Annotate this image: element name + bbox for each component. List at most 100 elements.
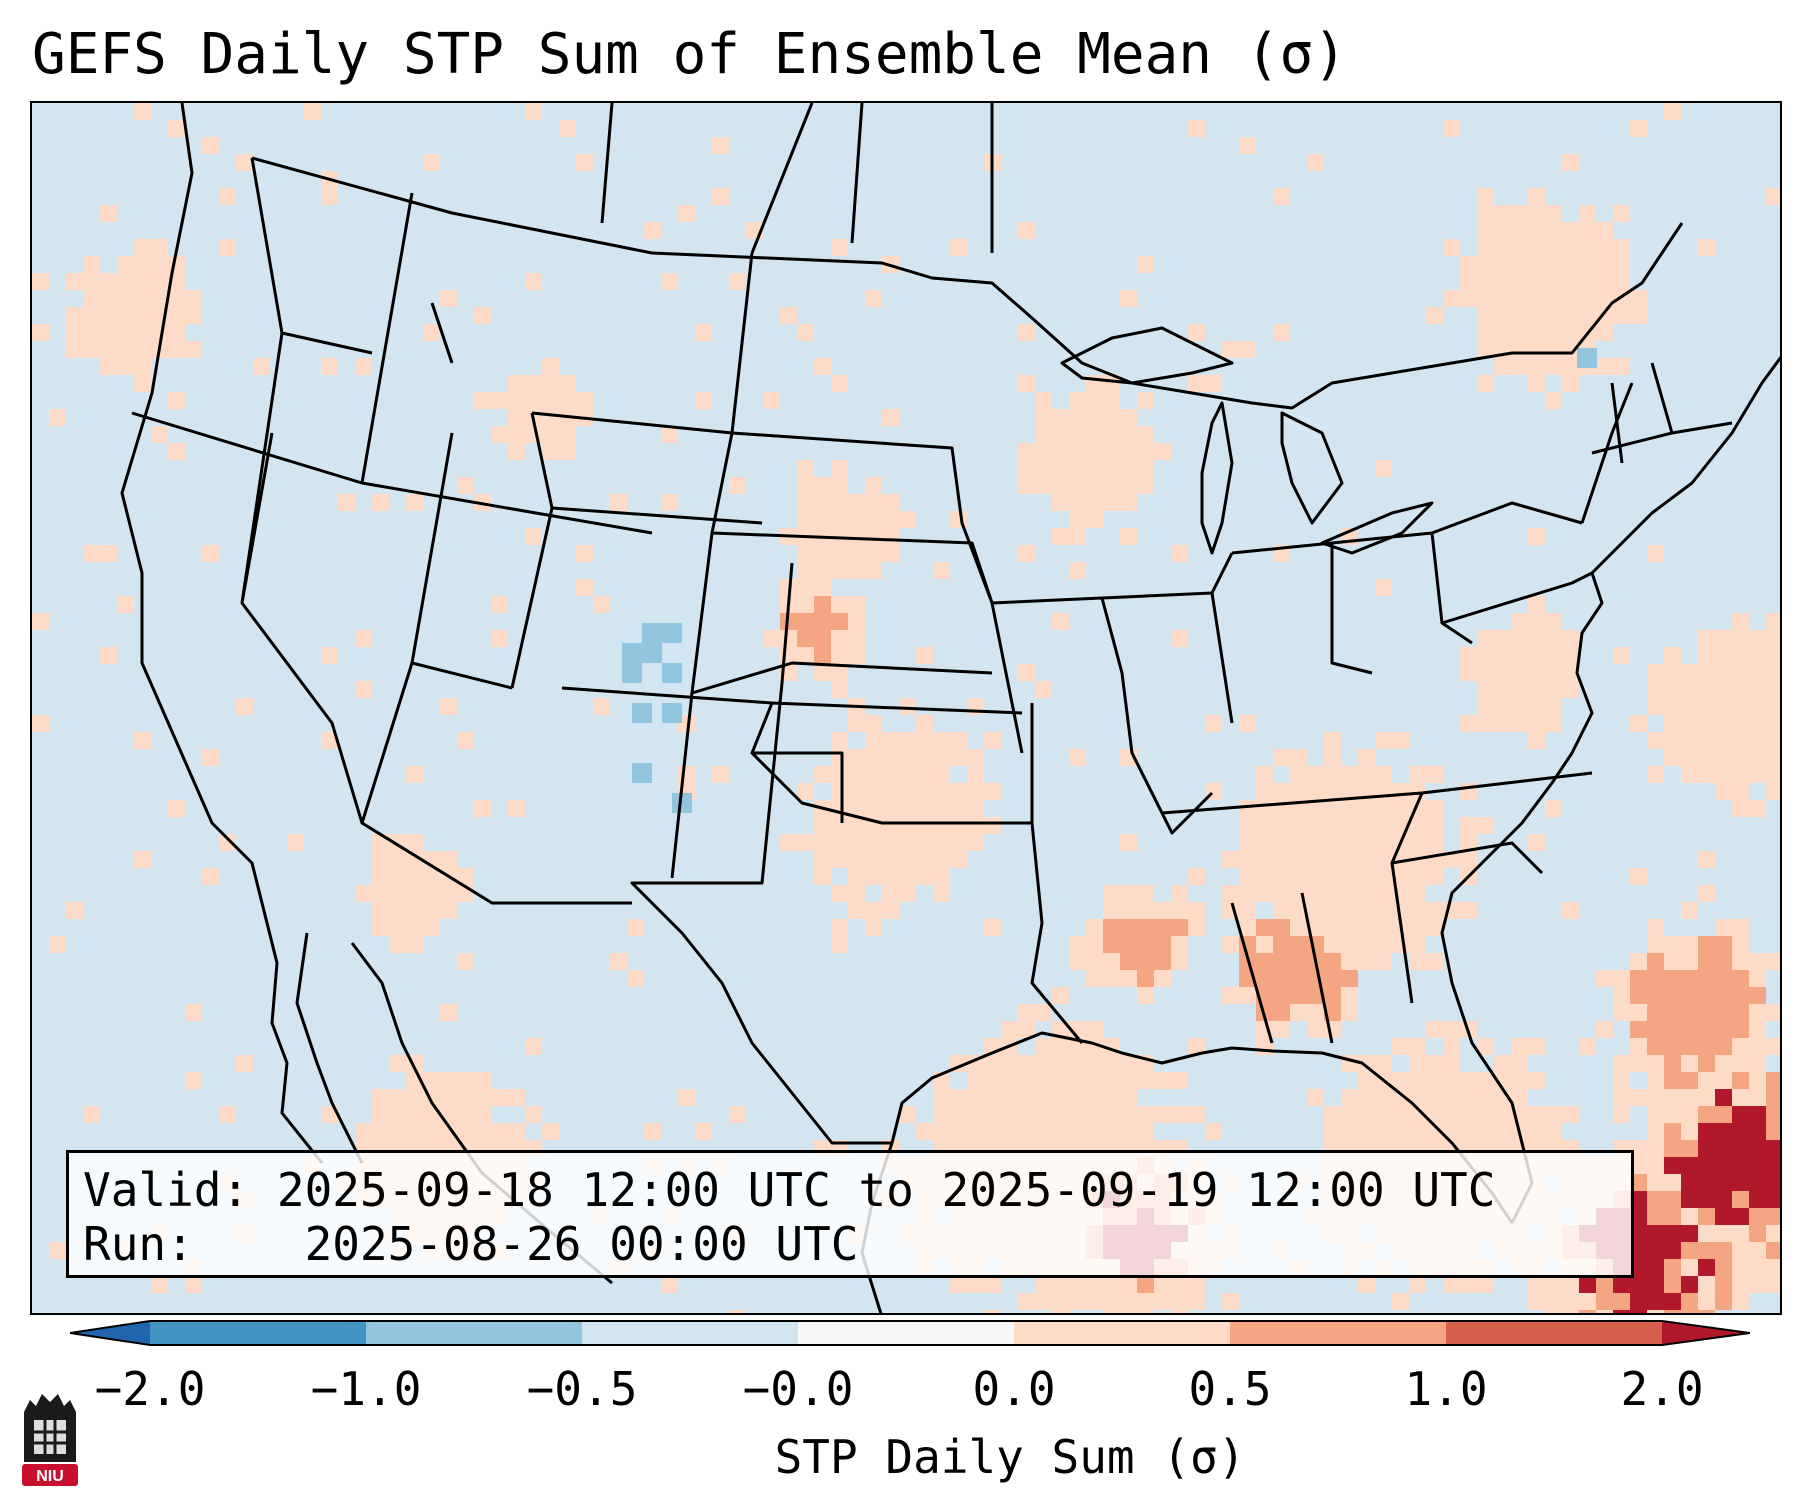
stp-cell [593, 596, 610, 613]
stp-cell [1630, 1174, 1647, 1191]
stp-cell [1528, 290, 1545, 307]
stp-cell [1630, 1055, 1647, 1072]
stp-cell [1460, 664, 1477, 681]
stp-cell [899, 766, 916, 783]
stp-cell [1137, 919, 1154, 936]
stp-cell [440, 290, 457, 307]
stp-cell [1103, 1089, 1120, 1106]
stp-cell [1069, 562, 1086, 579]
stp-cell [1562, 902, 1579, 919]
stp-cell [1664, 1157, 1681, 1174]
stp-cell [1681, 1106, 1698, 1123]
stp-cell [814, 851, 831, 868]
stp-cell [1579, 256, 1596, 273]
stp-cell [1698, 1038, 1715, 1055]
stp-cell [1273, 817, 1290, 834]
stp-cell [1426, 902, 1443, 919]
stp-cell [1018, 664, 1035, 681]
stp-cell [899, 868, 916, 885]
stp-cell [1358, 1276, 1375, 1293]
stp-cell [1358, 868, 1375, 885]
stp-cell [1545, 613, 1562, 630]
stp-cell [1562, 375, 1579, 392]
stp-cell [882, 511, 899, 528]
stp-cell [1732, 936, 1749, 953]
lake-huron [1280, 411, 1344, 525]
stp-cell [1732, 1038, 1749, 1055]
stp-cell [1137, 443, 1154, 460]
stp-cell [1290, 766, 1307, 783]
stp-cell [1664, 1021, 1681, 1038]
stp-cell [1698, 1089, 1715, 1106]
stp-cell [1528, 834, 1545, 851]
stp-cell [457, 953, 474, 970]
stp-cell [321, 1106, 338, 1123]
stp-cell [219, 239, 236, 256]
stp-cell [1681, 1123, 1698, 1140]
stp-cell [831, 851, 848, 868]
stp-cell [1137, 477, 1154, 494]
stp-cell [1732, 1208, 1749, 1225]
stp-cell [865, 732, 882, 749]
stp-cell [916, 851, 933, 868]
stp-cell [1630, 1208, 1647, 1225]
gulf-coastline [890, 1031, 1514, 1224]
new-england-lines [1591, 362, 1733, 464]
stp-cell [1596, 1293, 1613, 1310]
stp-cell [1154, 970, 1171, 987]
stp-cell [1171, 1106, 1188, 1123]
stp-cell [1154, 902, 1171, 919]
stp-cell [967, 834, 984, 851]
stp-cell [1545, 222, 1562, 239]
stp-cell [814, 868, 831, 885]
stp-cell [1511, 1038, 1528, 1055]
stp-cell [967, 1123, 984, 1140]
stp-cell [984, 1089, 1001, 1106]
stp-cell [1358, 902, 1375, 919]
stp-cell [1392, 1106, 1409, 1123]
stp-cell [1324, 936, 1341, 953]
colorbar-extend-low [70, 1321, 150, 1345]
stp-cell [1069, 1055, 1086, 1072]
stp-cell [1239, 715, 1256, 732]
stp-cell [1188, 1106, 1205, 1123]
stp-cell [1409, 1038, 1426, 1055]
stp-cell [1341, 868, 1358, 885]
stp-cell [1511, 681, 1528, 698]
stp-cell [1630, 1004, 1647, 1021]
stp-cell [1613, 273, 1630, 290]
stp-cell [1664, 1259, 1681, 1276]
stp-cell [1103, 494, 1120, 511]
stp-cell [882, 834, 899, 851]
stp-cell [1103, 460, 1120, 477]
stp-cell [1647, 1055, 1664, 1072]
stp-cell [1409, 1106, 1426, 1123]
stp-cell [1409, 1123, 1426, 1140]
stp-cell [1477, 698, 1494, 715]
stp-cell [848, 528, 865, 545]
stp-cell [372, 1123, 389, 1140]
stp-cell [780, 307, 797, 324]
stp-cell [1341, 919, 1358, 936]
stp-cell [1188, 1276, 1205, 1293]
stp-cell [576, 154, 593, 171]
stp-cell [1766, 1259, 1780, 1276]
stp-cell [1528, 1123, 1545, 1140]
stp-cell [882, 851, 899, 868]
stp-cell [1018, 1004, 1035, 1021]
colorbar-tick-label: −0.5 [526, 1362, 638, 1416]
stp-cell [1613, 1072, 1630, 1089]
stp-cell [1698, 953, 1715, 970]
stp-cell [1528, 681, 1545, 698]
stp-cell [1290, 783, 1307, 800]
stp-cell [933, 868, 950, 885]
stp-cell [1698, 732, 1715, 749]
stp-cell [1681, 970, 1698, 987]
stp-cell [1698, 630, 1715, 647]
stp-cell [1120, 460, 1137, 477]
stp-cell [1069, 1293, 1086, 1310]
stp-cell [1460, 1072, 1477, 1089]
stp-cell [1681, 953, 1698, 970]
stp-cell [1290, 919, 1307, 936]
stp-cell [1443, 1055, 1460, 1072]
